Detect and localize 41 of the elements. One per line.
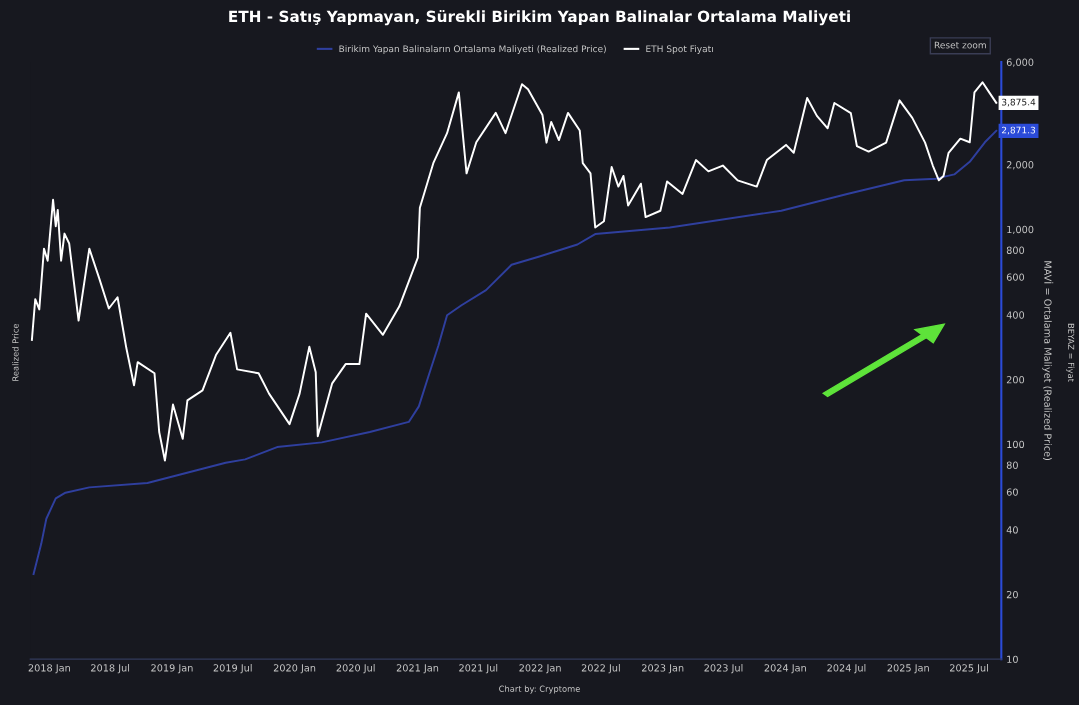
x-tick-label: 2025 Jan — [887, 664, 929, 674]
x-tick-label: 2024 Jan — [764, 664, 806, 674]
text: BEYAZ = Fiyat — [1066, 323, 1075, 382]
x-tick-label: 2022 Jul — [581, 664, 620, 674]
x-tick-label: 2018 Jan — [28, 664, 70, 674]
y-tick-label: 60 — [1006, 488, 1018, 496]
x-tick-label: 2023 Jul — [704, 664, 743, 674]
chart-title: ETH - Satış Yapmayan, Sürekli Birikim Yapan Balinalar Ortalama Maliyeti — [229, 10, 850, 26]
x-tick-label: 2022 Jan — [519, 664, 561, 674]
x-tick-label: 2025 Jul — [950, 664, 988, 674]
y-tick-label: 80 — [1006, 461, 1018, 469]
y-tick-label: 20 — [1006, 590, 1018, 599]
x-tick-label: 2023 Jan — [642, 664, 684, 674]
text: Reset zoom — [934, 41, 986, 49]
y-tick-label: 400 — [1006, 311, 1025, 319]
x-tick-label: 2019 Jan — [151, 664, 193, 674]
x-tick-label: 2021 Jan — [396, 664, 439, 674]
x-tick-label: 2021 Jul — [459, 664, 498, 674]
x-tick-label: 2020 Jan — [273, 664, 316, 674]
annotation: 3,875.4 — [1002, 98, 1036, 107]
x-tick-label: 2018 Jul — [91, 664, 130, 674]
line-series — [30, 81, 998, 462]
annotation: 2,871.3 — [1001, 126, 1036, 135]
x-tick-label: 2024 Jul — [827, 664, 866, 674]
text: Chart by: Cryptome — [499, 685, 580, 694]
y-tick-label: 10 — [1007, 655, 1018, 664]
y-tick-label: 600 — [1006, 273, 1025, 281]
x-tick-label: 2020 Jul — [336, 664, 375, 674]
y-tick-label: 200 — [1006, 376, 1025, 384]
legend-label: Birikim Yapan Balinaların Ortalama Maliyeti (Realized Price) — [339, 45, 606, 54]
legend-label: ETH Spot Fiyatı — [646, 45, 713, 54]
y-tick-label: 1,000 — [1007, 225, 1034, 235]
y-tick-label: 800 — [1006, 246, 1025, 254]
y-axis-title: MAVİ = Ortalama Maliyet (Realized Price) — [1042, 261, 1054, 461]
x-tick-label: 2019 Jul — [213, 664, 252, 674]
line-series — [32, 129, 998, 575]
text: Realized Price — [12, 323, 19, 381]
y-tick-label: 2,000 — [1006, 161, 1034, 170]
y-tick-label: 40 — [1006, 526, 1018, 534]
y-tick-label: 6,000 — [1006, 58, 1034, 67]
y-tick-label: 100 — [1007, 440, 1025, 449]
